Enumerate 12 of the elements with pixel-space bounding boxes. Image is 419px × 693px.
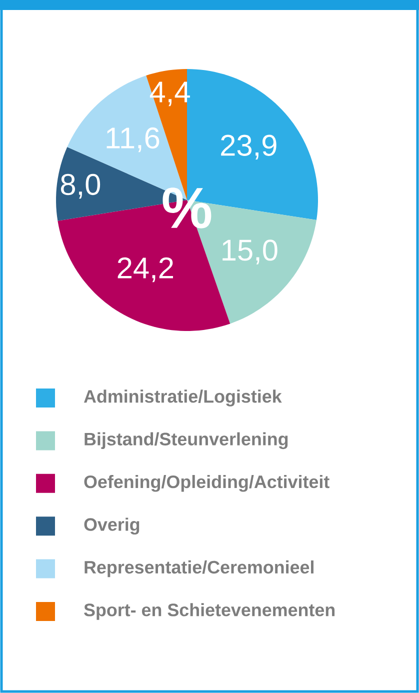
- legend-label: Representatie/Ceremonieel: [84, 560, 314, 578]
- legend-label: Administratie/Logistiek: [84, 390, 282, 406]
- text: %: [162, 188, 212, 228]
- data-label: 11,6: [106, 127, 160, 152]
- data-label: 23,9: [221, 134, 276, 160]
- legend-label: Bijstand/Steunverlening: [84, 432, 288, 450]
- legend-label: Sport- en Schietevenementen: [84, 603, 335, 620]
- data-label: 24,2: [118, 257, 174, 282]
- data-label: 15,0: [222, 240, 278, 264]
- legend-label: Overig: [84, 518, 140, 534]
- data-label: 8,0: [60, 174, 100, 199]
- legend-label: Oefening/Opleiding/Activiteit: [84, 474, 330, 492]
